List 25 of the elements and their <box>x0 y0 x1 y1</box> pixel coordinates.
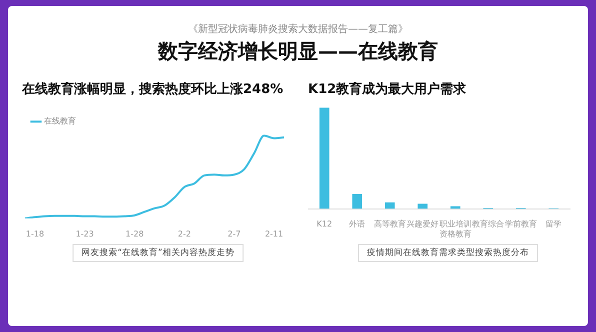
text: 数字经济增长明显——在线教育 <box>156 38 439 65</box>
legend-label: 在线教育 <box>44 116 76 126</box>
x-tick-label: 高等教育 <box>374 220 406 229</box>
text: 疫情期间在线教育需求类型搜索热度分布 <box>358 244 538 262</box>
x-tick-label: 2-2 <box>178 229 191 238</box>
bar <box>384 202 395 209</box>
bar <box>418 204 428 209</box>
x-tick-label: 教育综合 <box>472 220 504 229</box>
bar <box>319 108 330 209</box>
x-tick-label: 学前教育 <box>504 220 537 229</box>
chart-title: 在线教育涨幅明显，搜索热度环比上涨248% <box>21 81 284 98</box>
x-tick-label: 外语 <box>349 220 366 229</box>
x-tick-label: 1-23 <box>76 229 94 238</box>
x-tick-label: 兴趣爱好 <box>406 220 439 229</box>
chart-title: K12教育成为最大用户需求 <box>308 81 468 98</box>
text: 《新型冠状病毒肺炎搜索大数据报告——复工篇》 <box>187 22 409 36</box>
x-tick-label: K12 <box>316 220 332 229</box>
x-tick-label: 职业培训资格教育 <box>439 220 472 238</box>
x-tick-label: 2-11 <box>264 229 284 238</box>
x-tick-label: 1-28 <box>126 229 144 238</box>
x-tick-label: 1-18 <box>26 229 44 238</box>
bar <box>352 194 362 209</box>
x-tick-label: 2-7 <box>228 229 241 238</box>
x-tick-label: 留学 <box>546 220 562 229</box>
text: 网友搜索“在线教育”相关内容热度走势 <box>72 244 244 262</box>
